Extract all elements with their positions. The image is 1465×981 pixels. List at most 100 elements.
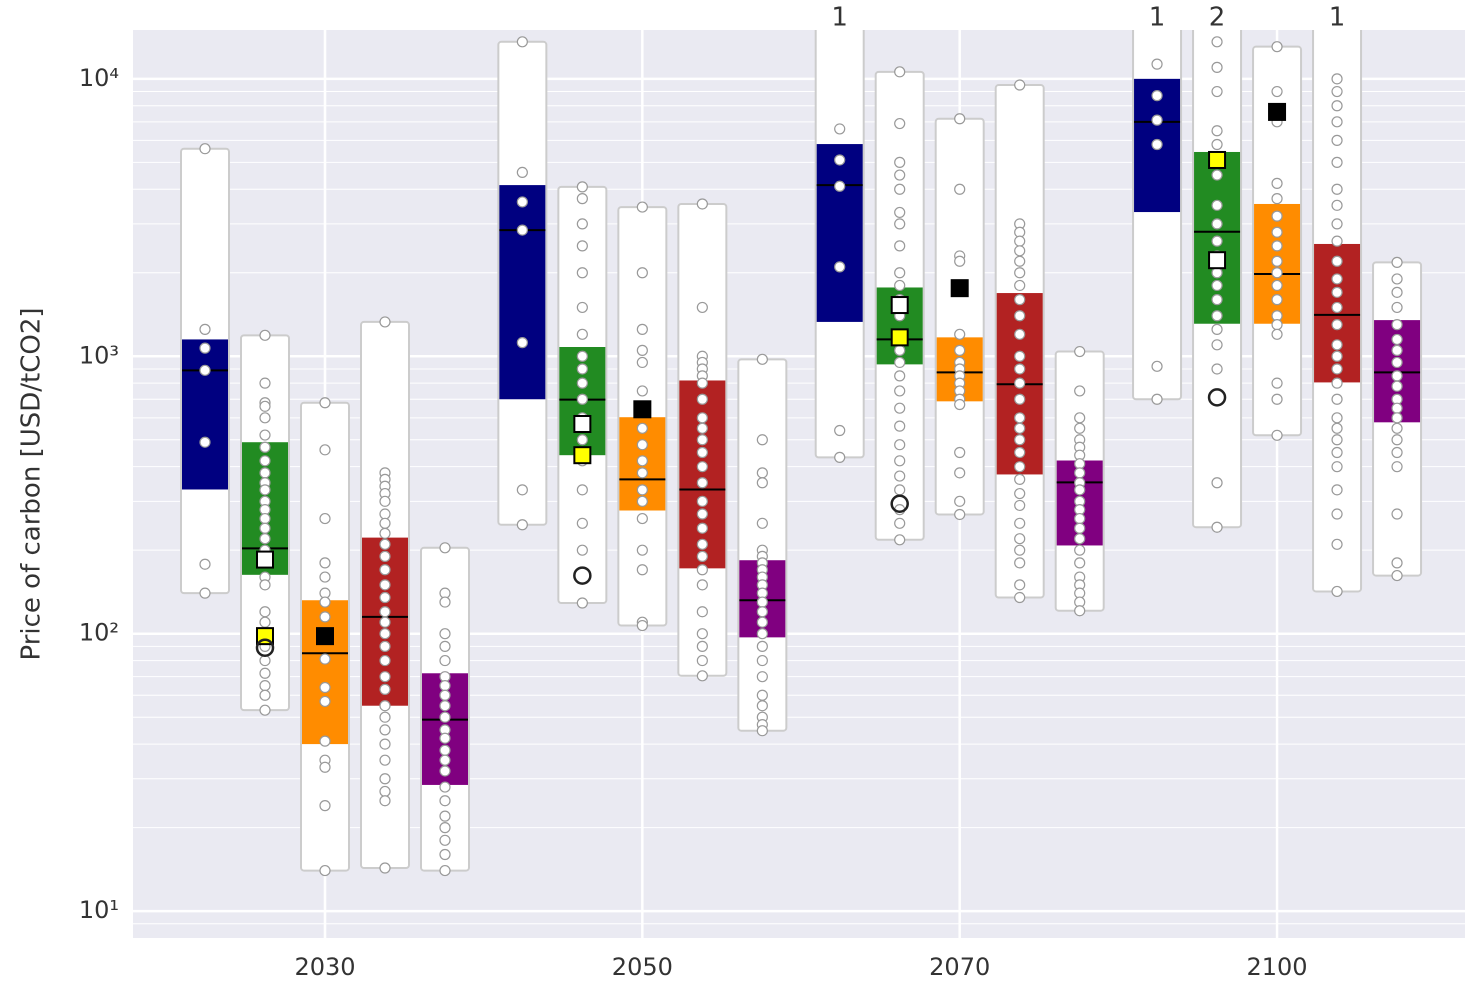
scenario-point [1074,345,1086,358]
scenario-point [576,350,588,362]
scenario-point [439,848,451,861]
scenario-point [379,591,391,604]
scenario-point [1014,235,1026,247]
scenario-point [1151,360,1163,372]
scenario-point [439,628,451,640]
scenario-point [756,616,768,628]
scenario-point [1271,41,1283,53]
scenario-point [1271,393,1283,405]
scenario-point [894,240,906,252]
scenario-point [756,671,768,683]
scenario-point [516,337,528,349]
scenario-point [696,301,708,314]
reference-marker [890,296,909,315]
scenario-point [379,564,391,576]
scenario-point [954,113,966,125]
scenario-point [576,328,588,340]
scenario-point [439,689,451,701]
scenario-point [259,377,271,389]
scenario-point [636,344,648,356]
scenario-point [319,512,331,525]
scenario-point [1211,85,1223,98]
quartile-box [302,600,348,745]
scenario-point [1331,301,1343,314]
scenario-point [834,123,846,135]
scenario-point [1014,79,1026,91]
scenario-point [696,606,708,618]
scenario-point [894,183,906,195]
scenario-point [516,519,528,531]
x-tick-label: 2070 [929,953,990,981]
plot-background [133,30,1465,938]
scenario-point [636,455,648,467]
reference-marker [573,566,592,585]
scenario-point [1151,393,1163,405]
scenario-point [1074,385,1086,397]
scenario-point [576,544,588,556]
scenario-point [1391,273,1403,285]
scenario-point [576,267,588,279]
x-tick-label: 2100 [1247,953,1308,981]
above-count: 1 [1329,3,1346,33]
scenario-point [1014,544,1026,556]
scenario-point [319,864,331,877]
scenario-point [1014,279,1026,292]
scenario-point [439,732,451,744]
scenario-point [636,484,648,496]
reference-marker [256,550,274,569]
scenario-point [379,683,391,695]
scenario-point [439,834,451,846]
scenario-point [516,166,528,179]
scenario-point [259,689,271,701]
scenario-point [199,364,211,376]
quartile-box [679,380,726,569]
scenario-point [1391,557,1403,569]
reference-marker [890,328,909,347]
scenario-point [319,611,331,623]
scenario-point [1211,218,1223,230]
scenario-point [1014,517,1026,529]
scenario-point [576,193,588,205]
scenario-point [894,169,906,181]
scenario-point [576,597,588,609]
scenario-point [1211,61,1223,73]
scenario-point [636,267,648,279]
scenario-point [1014,533,1026,545]
scenario-point [696,198,708,210]
scenario-point [894,218,906,230]
scenario-point [259,467,271,479]
scenario-point [1014,363,1026,375]
scenario-point [636,422,648,434]
scenario-point [1271,328,1283,340]
scenario-point [696,538,708,550]
scenario-point [259,412,271,424]
y-axis-label: Price of carbon [USD/tCO2] [17,307,47,660]
scenario-point [1211,169,1223,181]
scenario-point [894,517,906,529]
scenario-point [1211,267,1223,279]
scenario-point [576,434,588,446]
scenario-point [1014,461,1026,473]
quartile-box [816,144,863,322]
scenario-point [199,342,211,354]
scenario-point [1014,328,1026,340]
scenario-point [1391,344,1403,356]
scenario-point [1271,429,1283,441]
scenario-point [1391,286,1403,298]
scenario-point [379,616,391,628]
scenario-point [1211,339,1223,351]
y-tick-label: 10² [79,619,119,647]
scenario-point [636,439,648,451]
scenario-point [1271,255,1283,267]
scenario-point [1391,508,1403,520]
scenario-point [1331,273,1343,285]
scenario-point [259,484,271,496]
scenario-point [1014,310,1026,322]
scenario-point [1074,458,1086,470]
scenario-point [379,700,391,712]
scenario-point [1074,522,1086,534]
scenario-point [319,681,331,694]
scenario-point [1331,100,1343,112]
scenario-point [1014,434,1026,446]
